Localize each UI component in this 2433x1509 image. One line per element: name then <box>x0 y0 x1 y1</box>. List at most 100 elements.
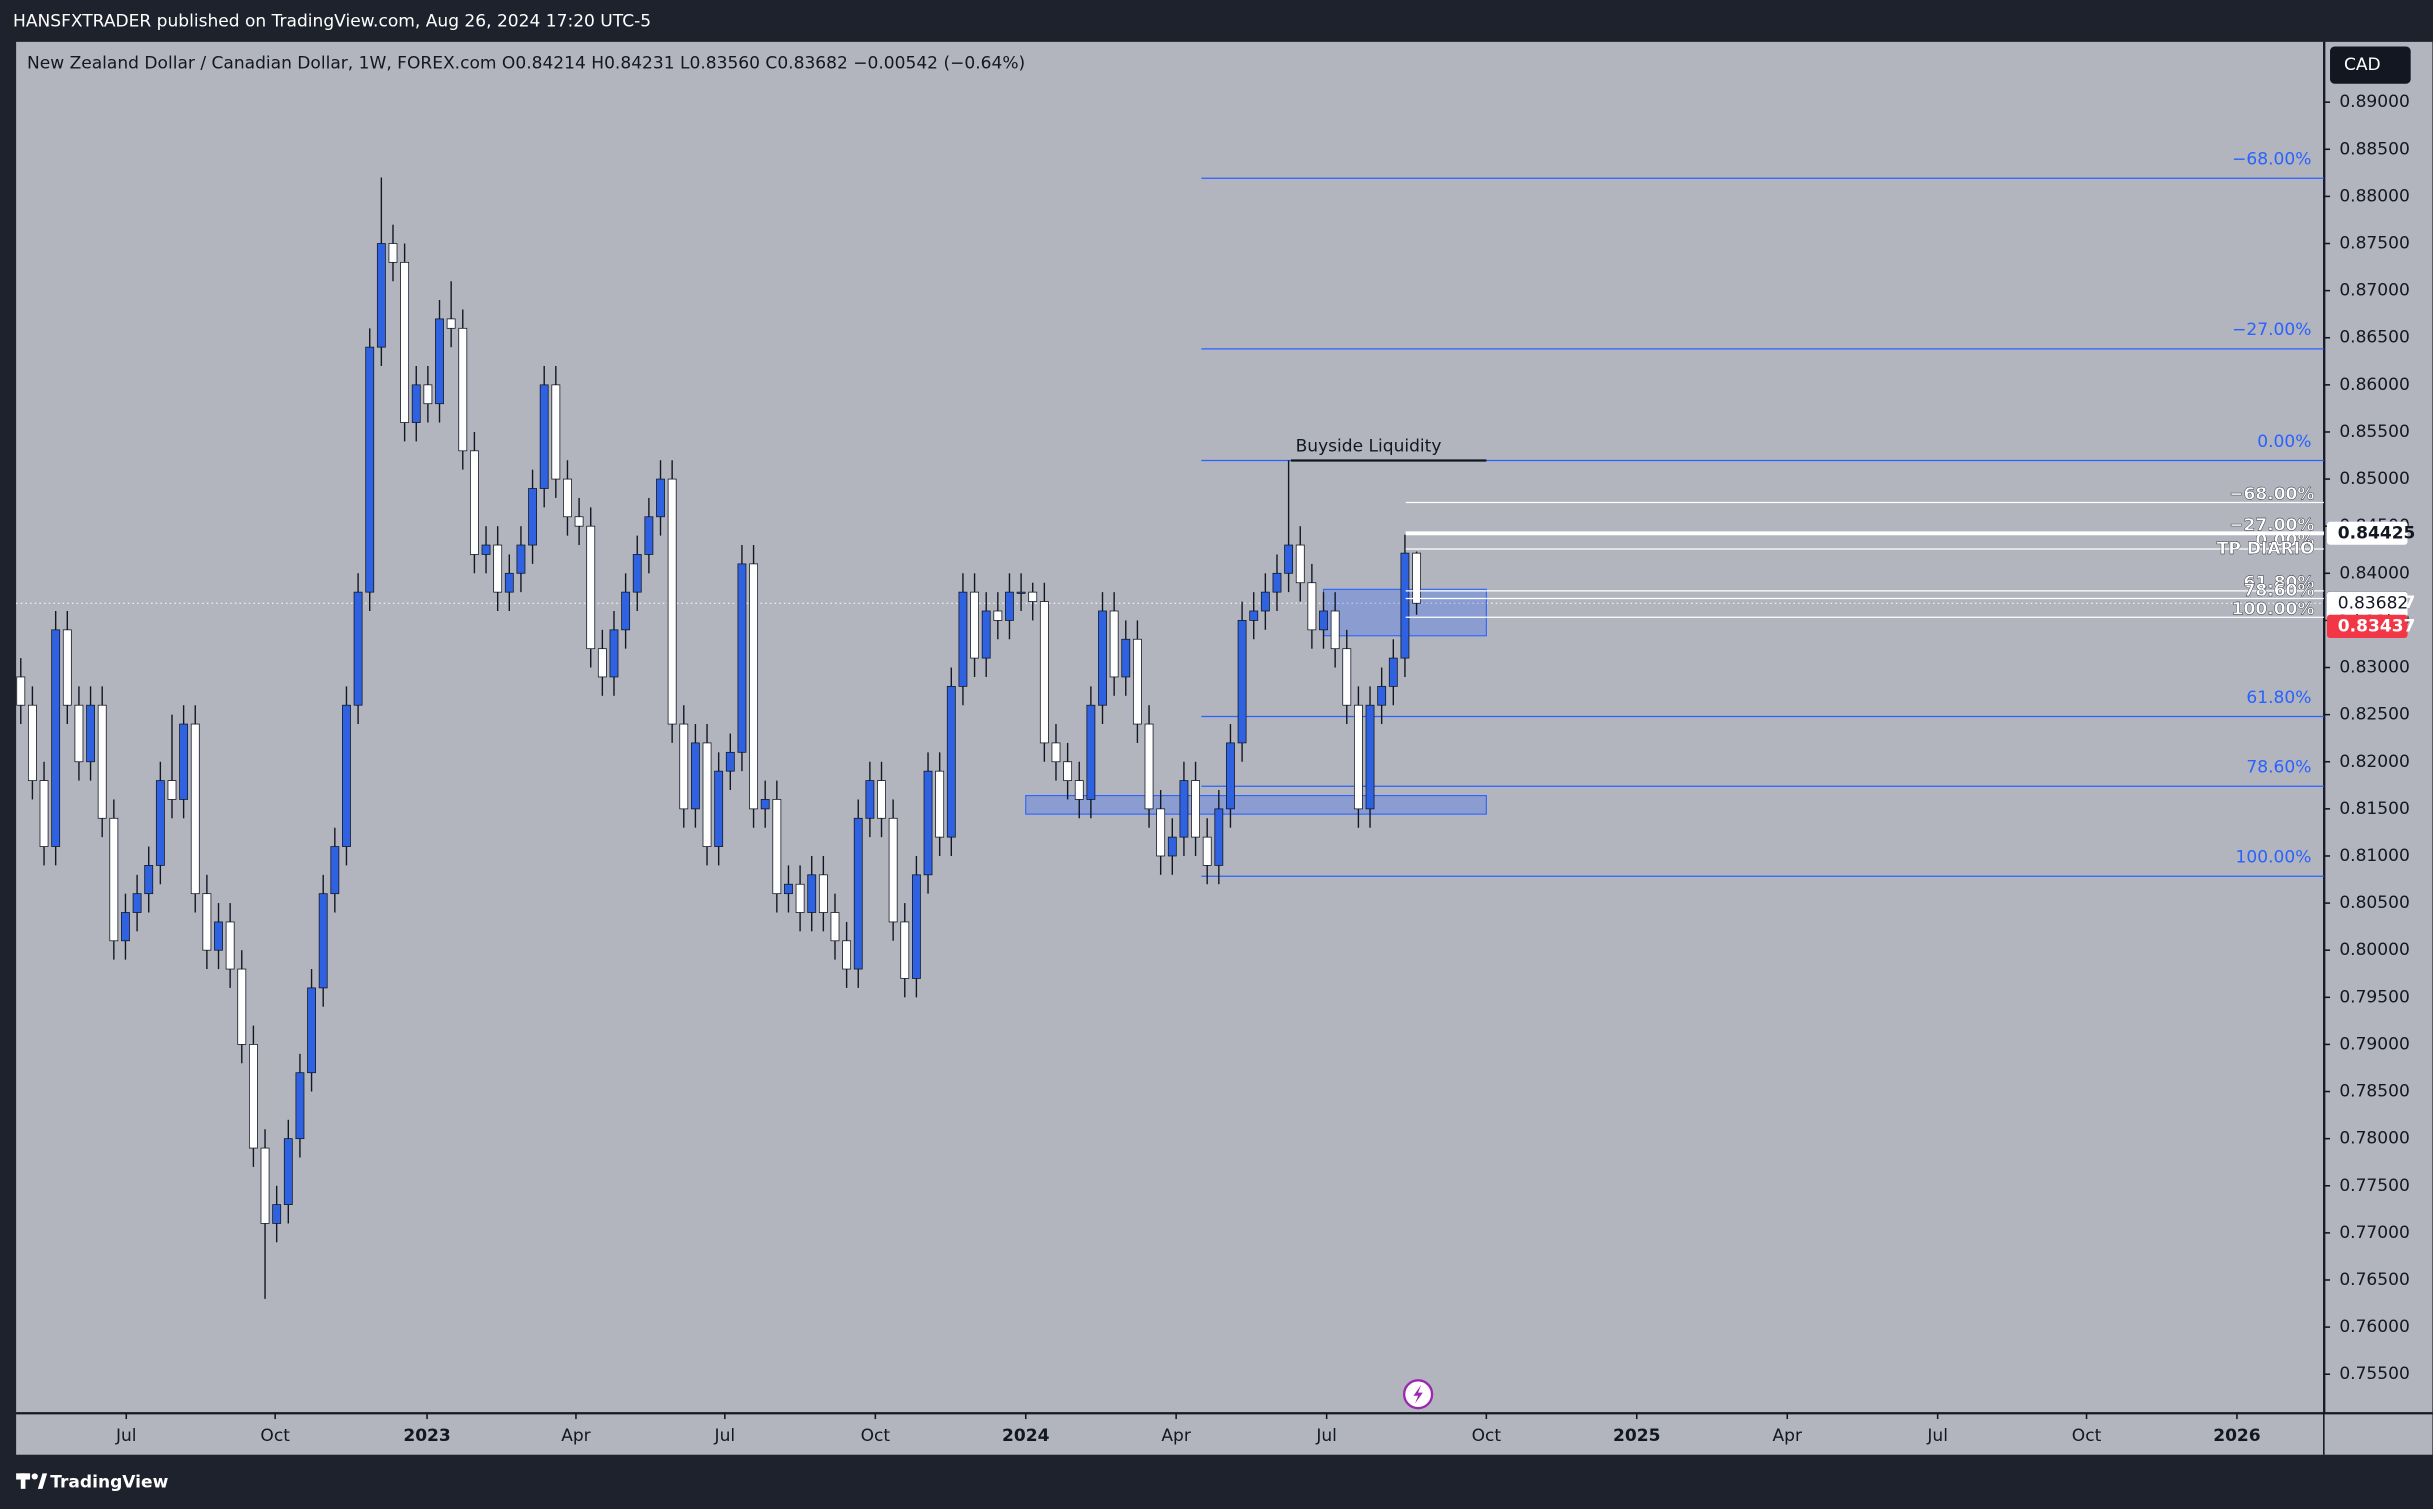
candle-body <box>621 591 631 631</box>
candle-body <box>632 554 642 593</box>
candle-body <box>1063 761 1073 781</box>
candle-body <box>1365 704 1375 810</box>
publish-header: HANSFXTRADER published on TradingView.co… <box>13 12 651 32</box>
candle-body <box>179 723 189 800</box>
candle-body <box>504 572 514 593</box>
candle-body <box>423 384 433 405</box>
x-tick-label: Oct <box>861 1426 891 1446</box>
candle-body <box>1191 780 1200 838</box>
candle-body <box>714 770 724 847</box>
candle-body <box>946 685 956 838</box>
y-tick-label: 0.81500 <box>2339 799 2410 819</box>
y-tick-label: 0.86500 <box>2339 328 2410 348</box>
candle-body <box>458 327 468 452</box>
candle-body <box>225 921 235 970</box>
candle-body <box>1214 808 1224 866</box>
candle-body <box>1295 544 1305 584</box>
candle-body <box>656 478 665 518</box>
candle-body <box>388 243 398 263</box>
y-tick-label: 0.76000 <box>2339 1317 2410 1337</box>
price-badge-label: 0.84425 <box>2338 523 2416 543</box>
y-tick-label: 0.79500 <box>2339 987 2410 1007</box>
candle-body <box>1237 620 1247 744</box>
candle-body <box>295 1072 305 1140</box>
candle-body <box>1121 638 1131 678</box>
y-tick-label: 0.78500 <box>2339 1082 2410 1102</box>
logo <box>16 1473 48 1489</box>
candle-body <box>97 704 107 819</box>
y-tick-label: 0.87500 <box>2339 234 2410 254</box>
candle-body <box>818 874 828 913</box>
y-tick-label: 0.85000 <box>2339 469 2410 489</box>
candle-body <box>586 525 596 650</box>
candle-body <box>1272 572 1282 593</box>
x-tick-label: Oct <box>260 1426 290 1446</box>
candle-body <box>1005 591 1014 621</box>
y-tick-label: 0.85500 <box>2339 422 2410 442</box>
fib-label: −68.00% <box>2232 150 2311 170</box>
y-tick-label: 0.79000 <box>2339 1034 2410 1054</box>
ohlc: C0.83682 <box>765 54 847 74</box>
candle-body <box>1051 742 1061 763</box>
candle-body <box>993 610 1003 621</box>
candle-body <box>446 318 456 329</box>
candle-body <box>155 780 165 866</box>
candle-body <box>539 384 549 489</box>
candle-body <box>400 261 410 423</box>
y-tick-label: 0.83000 <box>2339 658 2410 678</box>
candle-body <box>888 817 898 923</box>
candle-body <box>1377 685 1387 706</box>
candle-body <box>190 723 200 895</box>
x-tick-label: 2026 <box>2213 1426 2260 1446</box>
candle-body <box>435 318 444 405</box>
ohlc: H0.84231 <box>591 54 674 74</box>
fib-label: TP DIARIO <box>2217 539 2315 559</box>
candle-body <box>307 987 316 1074</box>
fib-label: 78.60% <box>2244 581 2315 601</box>
candle-body <box>784 883 793 895</box>
fib-label: 100.00% <box>2236 848 2312 868</box>
candle-body <box>935 770 945 838</box>
replay-icon[interactable] <box>1402 1379 1434 1410</box>
candle-body <box>214 921 223 951</box>
candle-body <box>376 243 386 348</box>
price-badge <box>2326 521 2408 545</box>
candle-body <box>853 817 863 970</box>
fib-label: 100.00% <box>2232 599 2315 619</box>
candle-body <box>1132 638 1142 725</box>
currency[interactable]: CAD <box>2344 55 2381 75</box>
candle-body <box>1412 552 1421 604</box>
x-tick-label: Apr <box>561 1426 591 1446</box>
candle-body <box>877 780 886 819</box>
candle-body <box>1400 552 1410 659</box>
candle-body <box>39 780 49 847</box>
x-tick-label: Jul <box>714 1426 736 1446</box>
candle-body <box>807 874 817 913</box>
candle-body <box>865 780 875 819</box>
currency-button[interactable] <box>2330 46 2411 84</box>
price-badge-label: 0.83437 <box>2338 616 2416 636</box>
x-tick-label: Oct <box>1472 1426 1502 1446</box>
x-tick-label: Apr <box>1773 1426 1803 1446</box>
change: −0.00542 (−0.64%) <box>853 54 1025 74</box>
candle-body <box>970 591 979 659</box>
candle-body <box>981 610 991 659</box>
candle-body <box>795 883 805 913</box>
candle-body <box>260 1147 270 1224</box>
candle-body <box>1319 610 1328 631</box>
ohlc: L0.83560 <box>680 54 760 74</box>
y-tick-label: 0.78000 <box>2339 1129 2410 1149</box>
candle-body <box>493 544 503 593</box>
ohlc: O0.84214 <box>502 54 586 74</box>
candle-body <box>202 893 212 951</box>
candle-body <box>551 384 561 480</box>
candle-body <box>702 742 712 847</box>
fib-label: 61.80% <box>2244 573 2315 593</box>
candle-body <box>1284 544 1294 574</box>
candle-body <box>1016 591 1026 594</box>
candle-body <box>365 346 375 593</box>
y-tick-label: 0.81000 <box>2339 846 2410 866</box>
candle-body <box>574 516 584 527</box>
